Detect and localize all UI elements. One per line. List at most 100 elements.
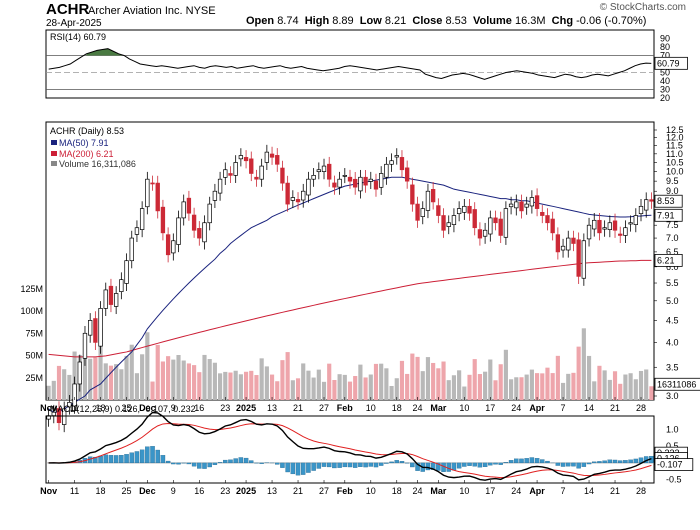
volume-bar (311, 377, 316, 400)
volume-bar (373, 363, 379, 400)
volume-legend-swatch (51, 161, 57, 166)
x-label-21: 21 (610, 486, 620, 496)
candle (254, 176, 259, 180)
candle (165, 234, 171, 256)
macd-histogram-bar (633, 458, 639, 464)
candle (197, 228, 202, 239)
candle (228, 173, 233, 176)
price-tick-10.0: 10.0 (666, 167, 684, 177)
macd-histogram-bar (290, 462, 296, 475)
volume-bar (327, 363, 332, 400)
macd-histogram-bar (124, 454, 129, 464)
x-label-7: 7 (561, 403, 566, 413)
candle (612, 220, 618, 231)
volume-bar (633, 379, 638, 400)
candle (176, 217, 181, 245)
candle (82, 332, 88, 359)
volume-bar (197, 372, 202, 400)
volume-bar (140, 354, 145, 400)
candle (540, 211, 545, 216)
macd-histogram-bar (373, 462, 379, 468)
volume-bar (295, 378, 301, 400)
candle (238, 155, 244, 160)
price-tick-3.5: 3.5 (666, 362, 679, 372)
x-label-18: 18 (96, 486, 106, 496)
volume-bar (592, 381, 597, 400)
candle (425, 190, 431, 211)
volume-bar (46, 385, 51, 400)
macd-histogram-bar (534, 458, 540, 464)
volume-bar (103, 363, 108, 400)
macd-histogram-bar (571, 462, 576, 467)
x-label-2025: 2025 (236, 403, 256, 413)
candle (316, 169, 321, 173)
candle (399, 157, 405, 171)
volume-label: Volume (472, 15, 512, 27)
candle (462, 205, 467, 213)
candle (394, 155, 399, 158)
candle (223, 169, 228, 178)
chart-header: ACHR Archer Aviation Inc. NYSE 28-Apr-20… (0, 0, 700, 30)
candle (514, 201, 519, 209)
volume-bar (514, 377, 519, 400)
macd-histogram-bar (306, 462, 311, 473)
price-tick-5.5: 5.5 (666, 278, 679, 288)
macd-histogram-bar (98, 455, 103, 464)
macd-histogram-bar (493, 462, 498, 465)
macd-histogram-bar (337, 462, 342, 468)
x-label-25: 25 (122, 486, 132, 496)
candle (347, 176, 353, 182)
candle (129, 237, 134, 262)
macd-signal-value-tag-box (654, 458, 694, 471)
macd-histogram-bar (301, 462, 306, 475)
candle (249, 158, 254, 174)
candle (264, 151, 270, 163)
x-label-21: 21 (293, 486, 303, 496)
candle (301, 190, 306, 201)
x-label-11: 11 (70, 486, 79, 496)
macd-histogram-bar (165, 460, 171, 464)
price-tick-10.5: 10.5 (666, 157, 684, 167)
candle (321, 165, 327, 172)
candle (524, 203, 529, 208)
volume-bar (628, 373, 633, 400)
candle (420, 208, 425, 217)
volume-bar (98, 328, 103, 400)
macd-histogram-bar (462, 462, 467, 467)
macd-histogram-bar (155, 449, 160, 464)
macd-histogram-bar (197, 462, 202, 469)
candle (327, 163, 332, 180)
candle (155, 182, 160, 212)
x-label-Apr: Apr (529, 486, 545, 496)
macd-histogram-bar (145, 446, 150, 464)
price-title: ACHR (Daily) 8.53 (50, 126, 124, 136)
candle (113, 293, 119, 307)
volume-bar (607, 379, 612, 400)
macd-histogram-bar (612, 459, 618, 464)
volume-bar (275, 381, 280, 400)
macd-title: MACD(12,26,9) 0.126, -0.107, 0.232 (50, 404, 196, 414)
macd-histogram-bar (581, 462, 587, 467)
volume-bar (638, 370, 644, 400)
x-label-Apr: Apr (529, 403, 545, 413)
rsi-line (48, 48, 652, 80)
candle (451, 215, 457, 225)
volume-bar (353, 376, 358, 400)
macd-histogram-bar (394, 460, 399, 464)
rsi-value-tag: 60.79 (657, 58, 680, 68)
volume-tick-50M: 50M (25, 351, 43, 361)
volume-bar (269, 374, 275, 400)
candle (290, 197, 296, 201)
macd-histogram-bar (363, 462, 368, 468)
candle (430, 189, 436, 203)
low-label: Low (359, 15, 382, 27)
volume-bar (394, 378, 399, 400)
candle (337, 178, 342, 188)
volume-bar (467, 374, 472, 400)
macd-histogram-bar (295, 462, 301, 476)
price-tick-11.5: 11.5 (666, 141, 683, 151)
volume-tick-100M: 100M (20, 306, 43, 316)
macd-histogram-bar (285, 462, 290, 473)
candle (88, 320, 93, 336)
macd-histogram-bar (280, 462, 285, 468)
